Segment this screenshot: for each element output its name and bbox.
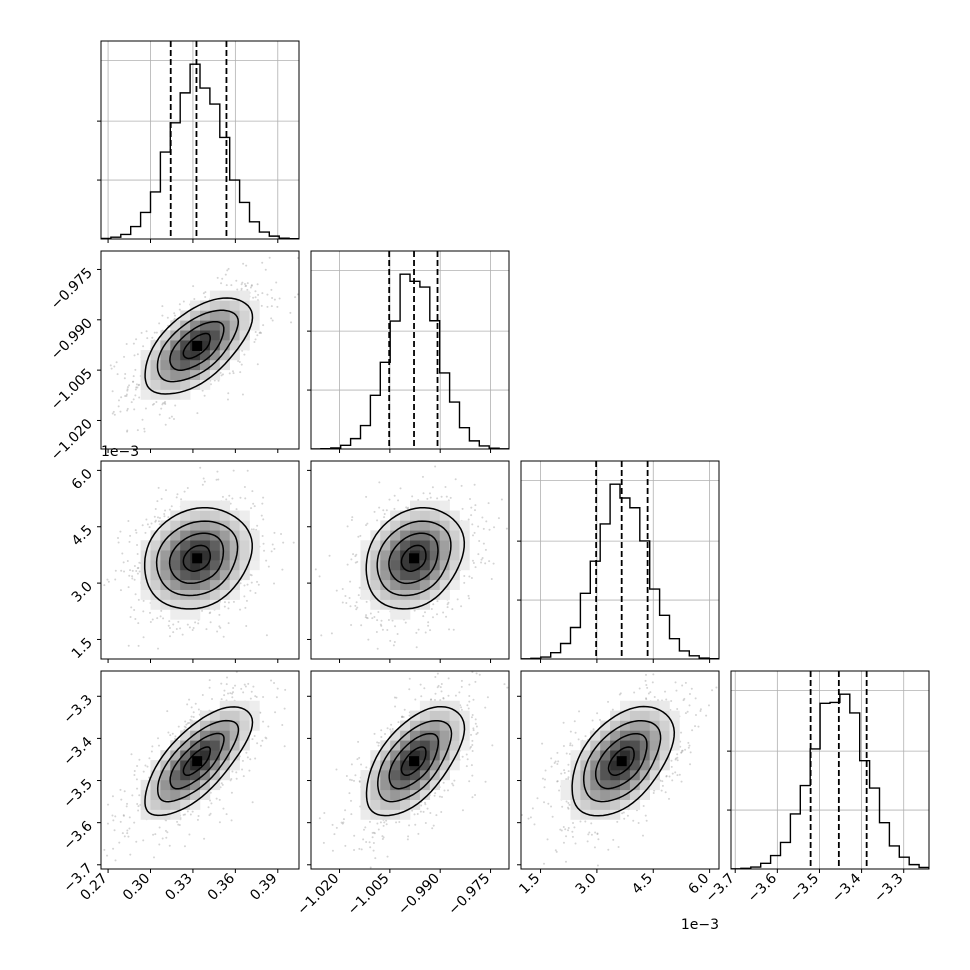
contour-2 [582, 719, 662, 803]
x-tick-label: 0.36 [205, 870, 238, 903]
contour-0 [182, 544, 212, 572]
y-tick-label: −0.990 [48, 315, 96, 363]
x-tick-label: −0.975 [445, 871, 493, 919]
panel-frame [100, 460, 300, 660]
contour-1 [168, 532, 225, 585]
contour-0 [400, 544, 427, 572]
x-tick-label: 1.5 [516, 871, 543, 898]
x-tick-label: −3.7 [703, 871, 738, 906]
contour-2 [155, 520, 239, 597]
density-shading [140, 700, 260, 820]
x-tick-label: −1.020 [294, 871, 342, 919]
y-tick-label: −1.005 [48, 366, 96, 414]
contour-1 [169, 732, 225, 790]
density-peak [192, 340, 203, 351]
panel-frame [310, 460, 510, 660]
histogram-0 [101, 63, 299, 239]
histogram-1 [311, 273, 509, 449]
contour-1 [594, 732, 648, 790]
panel-1-1 [307, 250, 510, 453]
density-peak [409, 756, 420, 767]
x-tick-label: 0.30 [120, 871, 153, 904]
contour-3 [571, 705, 676, 817]
x-tick-label: −3.4 [829, 870, 864, 905]
contour-1 [388, 732, 440, 790]
contour-0 [182, 332, 211, 360]
x-tick-label: 0.33 [162, 871, 195, 904]
panel-frame [100, 40, 300, 240]
contour-0 [400, 746, 427, 777]
contour-1 [388, 532, 439, 585]
panel-3-1: −1.020 −1.005 −0.990 −0.975 [294, 670, 510, 919]
density-peak [616, 756, 627, 767]
panel-frame [100, 250, 300, 450]
histogram-2 [521, 483, 719, 659]
panel-2-1 [307, 460, 510, 663]
x-tick-label: −3.3 [871, 871, 906, 906]
x-tick-label: −1.005 [345, 871, 393, 919]
y-tick-label: −3.5 [60, 776, 95, 811]
contour-2 [156, 309, 240, 383]
contour-3 [144, 706, 254, 817]
x-tick-label: −0.990 [395, 871, 443, 919]
x-tick-label: 0.39 [247, 871, 280, 904]
density-peak [409, 553, 420, 564]
panel-0-0 [97, 40, 300, 243]
contour-2 [156, 719, 240, 803]
panel-frame [730, 670, 930, 870]
y-tick-label: 6.0 [69, 466, 96, 493]
contour-2 [376, 520, 452, 597]
panel-frame [100, 670, 300, 870]
x-tick-label: −3.5 [787, 871, 822, 906]
x-offset-text: 1e−3 [681, 917, 719, 933]
panel-3-3: −3.7 −3.6 −3.5 −3.4 −3.3 [703, 670, 930, 906]
y-tick-label: −3.6 [60, 818, 95, 853]
contour-0 [607, 746, 635, 777]
panel-frame [520, 460, 720, 660]
x-tick-label: 3.0 [573, 871, 600, 898]
panel-frame [310, 670, 510, 870]
corner-panels: −1.020−1.005−0.990−0.9751.53.04.56.00.27… [48, 40, 930, 933]
contour-2 [377, 719, 453, 803]
y-tick-label: −3.4 [60, 734, 95, 769]
contour-3 [365, 506, 466, 610]
y-offset-text: 1e−3 [101, 444, 139, 460]
y-tick-label: −1.020 [48, 416, 96, 464]
y-tick-label: −0.975 [48, 265, 96, 313]
contour-1 [169, 320, 225, 372]
panel-frame [520, 670, 720, 870]
panel-2-0: 1.5 3.0 4.5 6.0 [69, 460, 300, 663]
panel-2-2 [517, 460, 720, 663]
contour-3 [144, 297, 254, 395]
density-shading [140, 290, 260, 400]
y-tick-label: −3.3 [60, 692, 95, 727]
x-tick-label: −3.6 [745, 870, 780, 905]
y-tick-label: 4.5 [69, 522, 96, 549]
histogram-3 [731, 693, 929, 869]
y-tick-label: 1.5 [69, 635, 96, 662]
y-tick-label: 3.0 [69, 579, 96, 606]
contour-0 [182, 746, 211, 777]
panel-3-0: 0.27 0.30 0.33 0.36 0.39−3.7−3.6−3.5−3.4−3.3 [60, 670, 300, 904]
panel-3-2: 1.5 3.0 4.5 6.0 [516, 670, 720, 898]
density-peak [192, 756, 203, 767]
density-peak [192, 553, 203, 564]
contour-3 [365, 705, 466, 817]
panel-frame [310, 250, 510, 450]
panel-1-0: −1.020−1.005−0.990−0.975 [48, 250, 300, 464]
x-tick-label: 4.5 [629, 871, 656, 898]
contour-3 [143, 506, 253, 610]
